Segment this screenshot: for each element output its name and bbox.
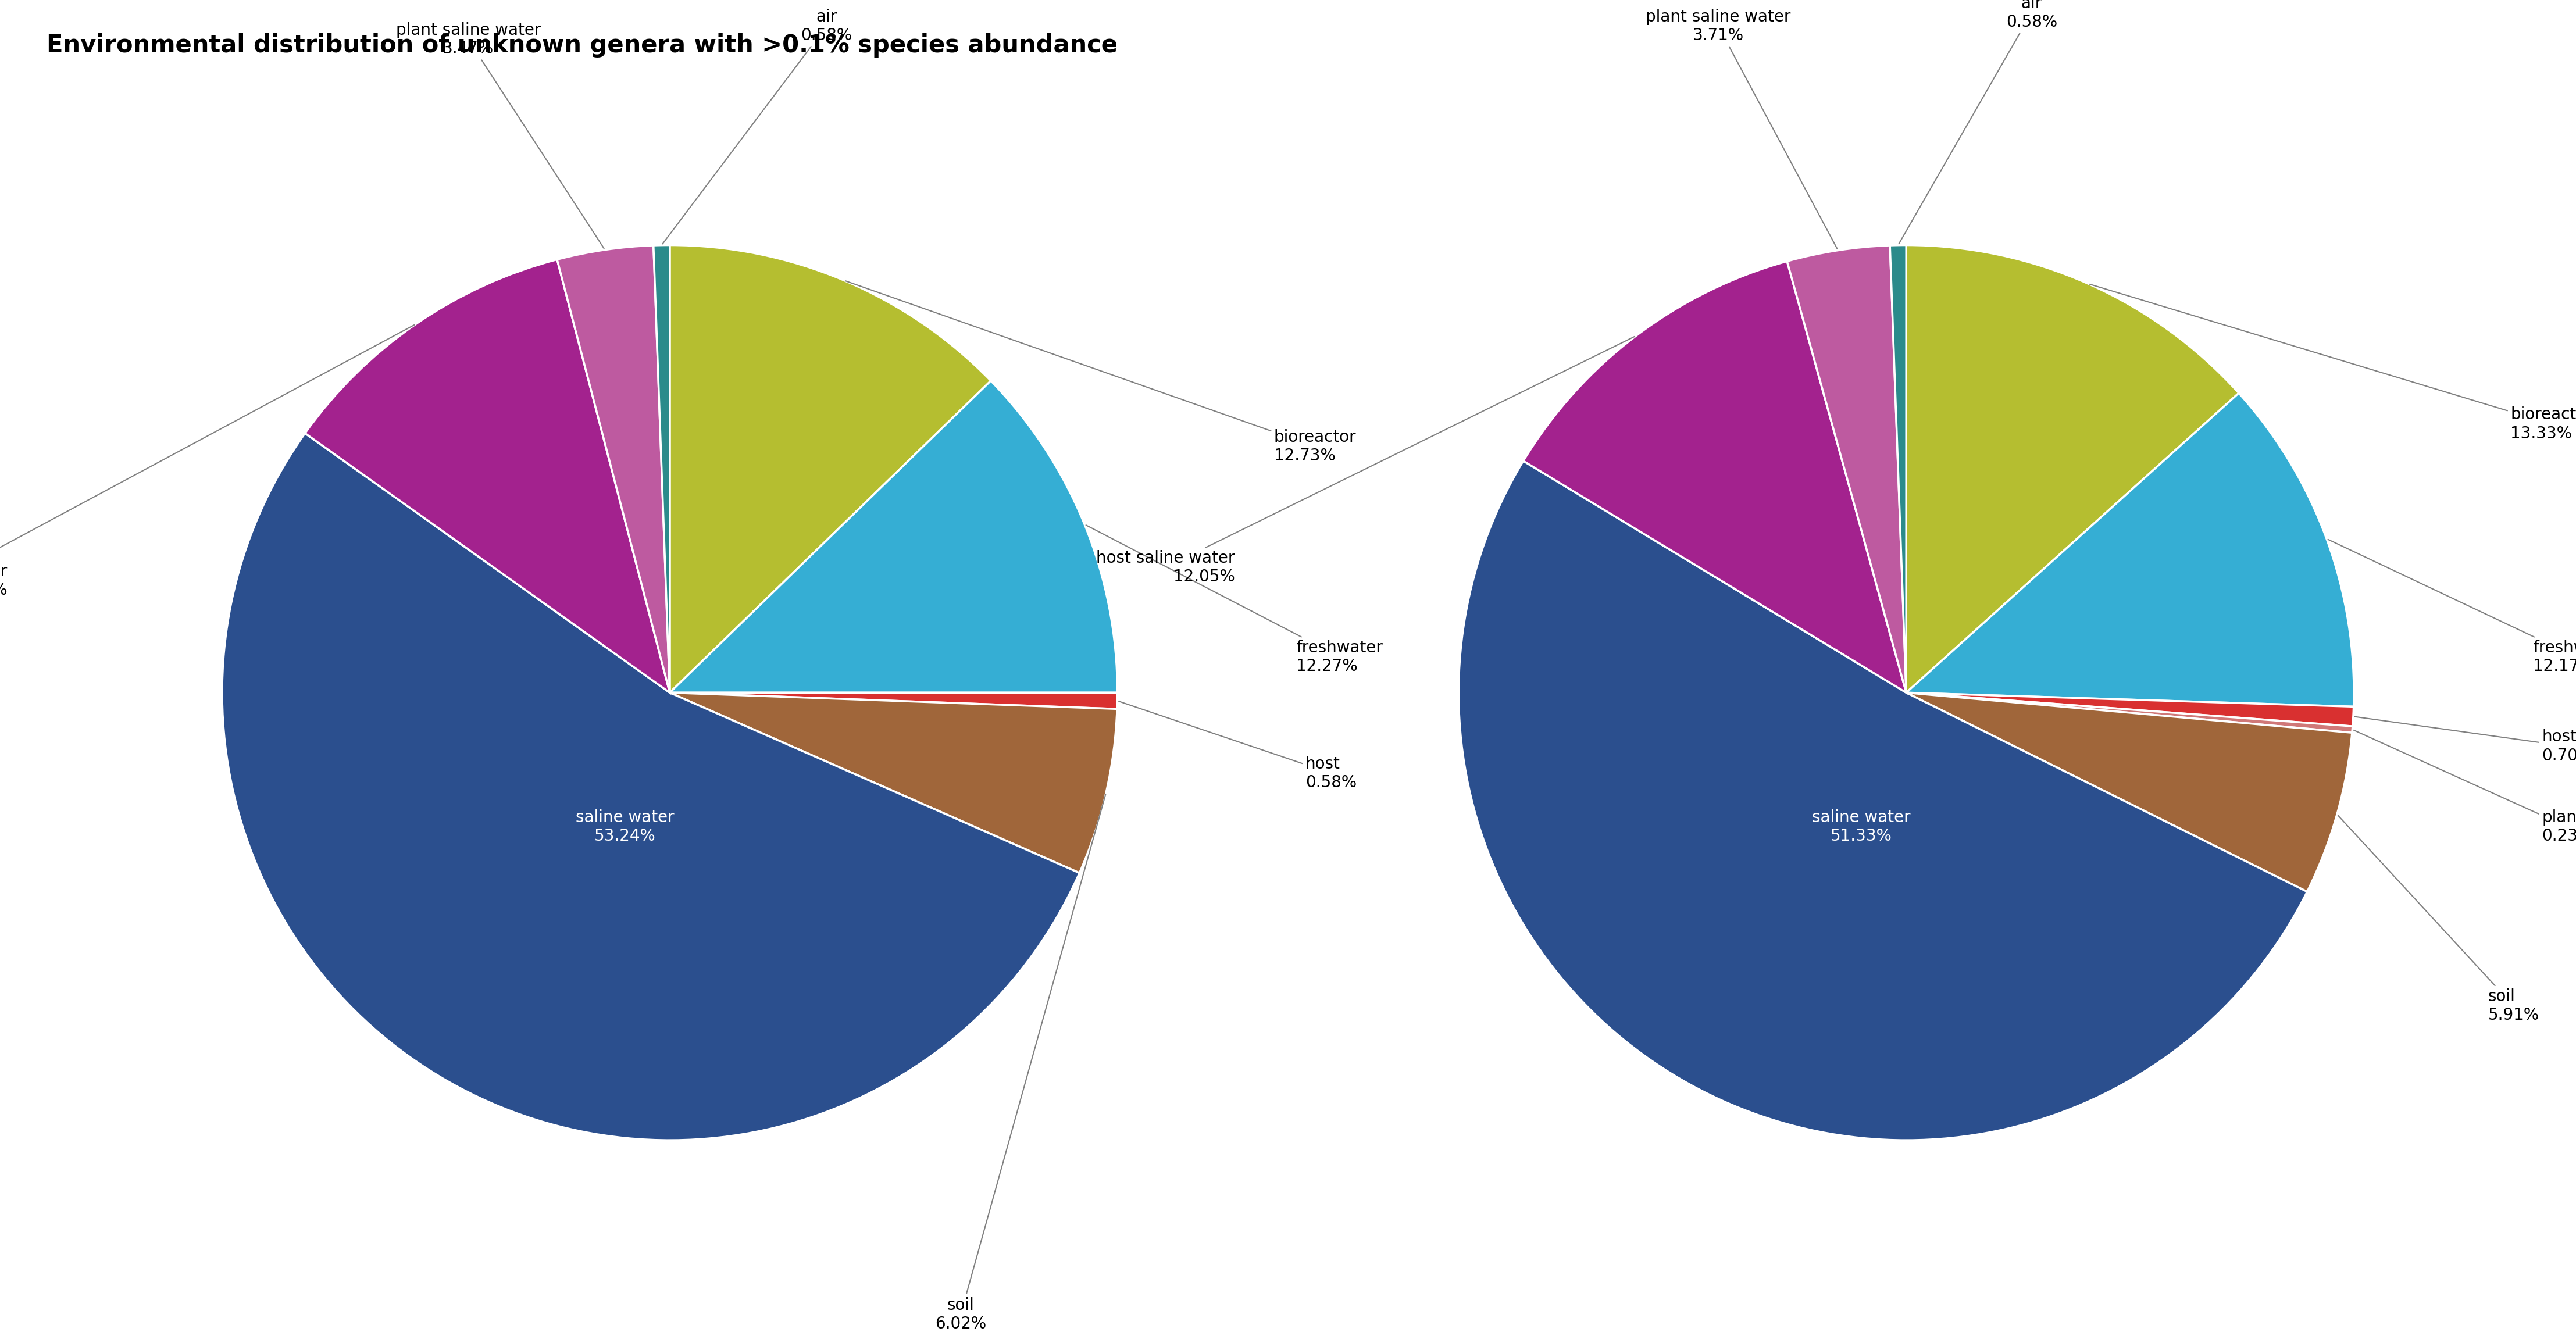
Wedge shape [1906, 693, 2354, 726]
Wedge shape [670, 693, 1118, 709]
Text: plant
0.23%: plant 0.23% [2354, 730, 2576, 844]
Text: soil
6.02%: soil 6.02% [935, 794, 1105, 1332]
Text: Environmental distribution of unknown genera with >0.1% species abundance: Environmental distribution of unknown ge… [46, 33, 1118, 57]
Text: host saline water
12.05%: host saline water 12.05% [1097, 337, 1636, 585]
Text: soil
5.91%: soil 5.91% [2339, 815, 2540, 1023]
Wedge shape [1906, 693, 2352, 891]
Text: host saline water
11.11%: host saline water 11.11% [0, 325, 415, 598]
Wedge shape [1522, 261, 1906, 693]
Text: bioreactor
13.33%: bioreactor 13.33% [2089, 284, 2576, 442]
Wedge shape [654, 245, 670, 693]
Wedge shape [222, 433, 1079, 1140]
Text: host
0.70%: host 0.70% [2354, 717, 2576, 765]
Text: saline water
51.33%: saline water 51.33% [1811, 810, 1911, 844]
Wedge shape [1458, 461, 2308, 1140]
Wedge shape [1906, 393, 2354, 707]
Wedge shape [1788, 245, 1906, 693]
Text: host
0.58%: host 0.58% [1118, 702, 1358, 791]
Text: freshwater
12.17%: freshwater 12.17% [2329, 539, 2576, 674]
Wedge shape [1906, 693, 2352, 733]
Text: freshwater
12.27%: freshwater 12.27% [1087, 525, 1383, 674]
Text: bioreactor
12.73%: bioreactor 12.73% [845, 281, 1358, 464]
Wedge shape [1891, 245, 1906, 693]
Text: plant saline water
3.71%: plant saline water 3.71% [1646, 8, 1837, 249]
Wedge shape [304, 260, 670, 693]
Text: saline water
53.24%: saline water 53.24% [574, 810, 675, 844]
Wedge shape [670, 693, 1118, 872]
Text: air
0.58%: air 0.58% [1899, 0, 2058, 244]
Wedge shape [670, 381, 1118, 693]
Wedge shape [556, 245, 670, 693]
Wedge shape [670, 245, 992, 693]
Text: plant saline water
3.47%: plant saline water 3.47% [397, 23, 603, 249]
Text: air
0.58%: air 0.58% [662, 8, 853, 244]
Wedge shape [1906, 245, 2239, 693]
